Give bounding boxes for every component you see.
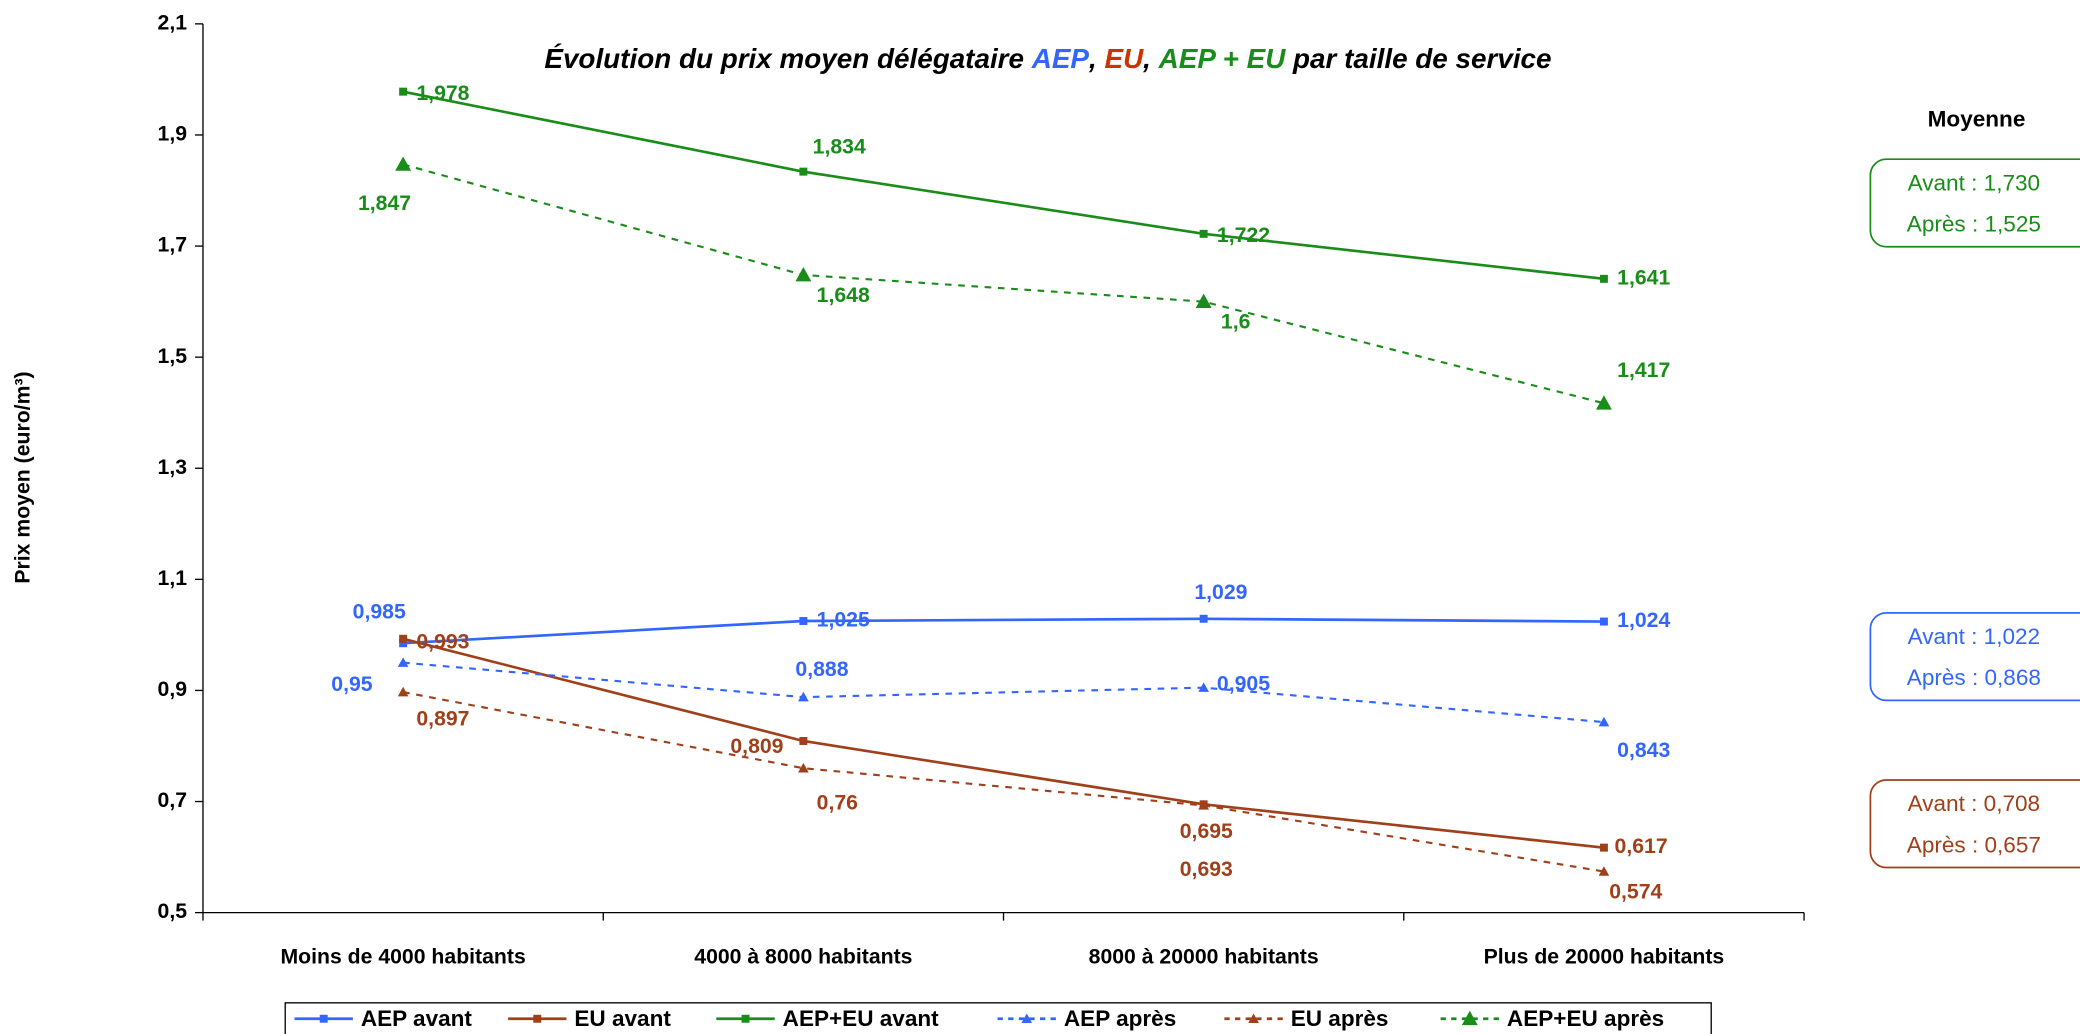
data-label: 0,897 bbox=[416, 708, 469, 731]
data-label: 0,695 bbox=[1180, 820, 1233, 843]
annotation-title: Moyenne bbox=[1928, 107, 2026, 132]
line bbox=[403, 617, 1604, 645]
data-label: 1,6 bbox=[1221, 310, 1251, 333]
legend-label: EU après bbox=[1291, 1006, 1389, 1031]
annotation-text: Après : 0,657 bbox=[1907, 832, 2041, 857]
marker bbox=[799, 167, 808, 176]
annotation-box bbox=[1869, 158, 2080, 248]
marker bbox=[533, 1014, 542, 1023]
data-label: 1,978 bbox=[416, 82, 469, 105]
data-label: 0,76 bbox=[817, 792, 858, 815]
title-part: par taille de service bbox=[1285, 43, 1551, 74]
line bbox=[402, 163, 1605, 405]
data-label: 0,617 bbox=[1615, 835, 1668, 858]
marker bbox=[1199, 614, 1208, 623]
data-label: 0,843 bbox=[1617, 739, 1670, 762]
marker bbox=[399, 639, 408, 648]
legend-label: AEP+EU après bbox=[1507, 1006, 1664, 1031]
title-part: Évolution du prix moyen délégataire bbox=[544, 43, 1031, 74]
data-label: 0,574 bbox=[1609, 880, 1662, 903]
legend-label: AEP après bbox=[1064, 1006, 1176, 1031]
data-label: 0,693 bbox=[1180, 858, 1233, 881]
y-axis-title: Prix moyen (euro/m³) bbox=[12, 371, 35, 583]
marker bbox=[798, 762, 809, 773]
marker bbox=[399, 634, 408, 643]
marker bbox=[1599, 617, 1608, 626]
data-label: 1,024 bbox=[1617, 609, 1670, 632]
marker bbox=[1248, 1013, 1259, 1023]
marker bbox=[1461, 1010, 1478, 1026]
title-part: , bbox=[1142, 43, 1158, 74]
marker bbox=[1599, 843, 1608, 852]
marker bbox=[319, 1014, 328, 1023]
chart-title: Évolution du prix moyen délégataire AEP,… bbox=[544, 43, 1551, 74]
title-part: , bbox=[1088, 43, 1104, 74]
line bbox=[402, 691, 1605, 873]
data-label: 0,905 bbox=[1217, 673, 1270, 696]
annotation-text: Avant : 1,022 bbox=[1908, 624, 2040, 649]
data-label: 0,985 bbox=[353, 600, 406, 623]
title-part: AEP + EU bbox=[1158, 43, 1287, 74]
data-label: 1,834 bbox=[813, 135, 866, 158]
y-tick-label: 1,7 bbox=[158, 234, 188, 257]
y-tick-label: 1,3 bbox=[158, 456, 188, 479]
y-tick-label: 0,9 bbox=[158, 678, 188, 701]
marker bbox=[799, 617, 808, 625]
annotation-text: Après : 1,525 bbox=[1907, 211, 2041, 236]
data-label: 1,722 bbox=[1217, 224, 1270, 247]
data-label: 1,025 bbox=[817, 609, 870, 632]
y-tick-label: 1,5 bbox=[158, 345, 188, 368]
data-label: 1,029 bbox=[1194, 581, 1247, 604]
marker bbox=[799, 737, 808, 745]
data-label: 0,809 bbox=[730, 735, 783, 758]
data-label: 1,641 bbox=[1617, 266, 1670, 289]
marker bbox=[741, 1014, 750, 1023]
annotation-text: Avant : 1,730 bbox=[1908, 170, 2040, 195]
data-label: 1,648 bbox=[817, 284, 870, 307]
line bbox=[403, 661, 1605, 724]
x-tick-label: Moins de 4000 habitants bbox=[280, 945, 525, 968]
marker bbox=[795, 266, 812, 282]
x-tick-label: Plus de 20000 habitants bbox=[1484, 945, 1725, 968]
marker bbox=[1195, 293, 1212, 308]
line bbox=[402, 90, 1605, 281]
marker bbox=[1599, 274, 1608, 283]
data-label: 0,888 bbox=[795, 658, 848, 681]
marker bbox=[399, 87, 408, 96]
marker bbox=[397, 686, 409, 697]
marker bbox=[798, 691, 809, 702]
marker bbox=[1198, 682, 1209, 692]
marker bbox=[1021, 1013, 1033, 1023]
legend-label: EU avant bbox=[574, 1006, 671, 1031]
annotation-box bbox=[1869, 611, 2080, 702]
annotation-text: Avant : 0,708 bbox=[1908, 791, 2040, 816]
title-part: AEP bbox=[1031, 43, 1090, 74]
marker bbox=[1598, 866, 1610, 876]
y-tick-label: 2,1 bbox=[158, 11, 188, 34]
annotation-box bbox=[1869, 779, 2080, 869]
y-tick-label: 1,1 bbox=[158, 567, 188, 590]
data-label: 1,417 bbox=[1617, 359, 1670, 382]
legend-label: AEP+EU avant bbox=[783, 1006, 940, 1031]
data-label: 0,95 bbox=[331, 673, 372, 696]
y-tick-label: 0,5 bbox=[158, 900, 188, 923]
y-tick-label: 0,7 bbox=[158, 789, 188, 812]
line bbox=[402, 637, 1605, 849]
marker bbox=[395, 156, 412, 171]
x-tick-label: 8000 à 20000 habitants bbox=[1089, 945, 1319, 968]
data-label: 1,847 bbox=[358, 192, 411, 215]
marker bbox=[1198, 800, 1209, 810]
x-tick-label: 4000 à 8000 habitants bbox=[694, 945, 912, 968]
y-tick-label: 1,9 bbox=[158, 123, 188, 146]
marker bbox=[1595, 395, 1612, 410]
marker bbox=[397, 657, 409, 667]
marker bbox=[1199, 229, 1208, 238]
marker bbox=[1598, 716, 1610, 727]
annotation-text: Après : 0,868 bbox=[1907, 665, 2041, 690]
title-part: EU bbox=[1105, 43, 1145, 74]
legend-label: AEP avant bbox=[361, 1006, 473, 1031]
data-label: 0,993 bbox=[416, 630, 469, 653]
